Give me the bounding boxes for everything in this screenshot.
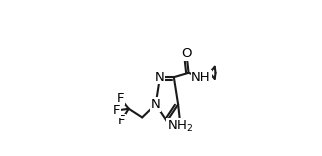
Text: N: N bbox=[151, 98, 161, 111]
Text: N: N bbox=[155, 71, 165, 84]
Text: NH: NH bbox=[191, 71, 211, 84]
Text: O: O bbox=[181, 47, 192, 60]
Text: F: F bbox=[113, 104, 121, 117]
Text: NH$_2$: NH$_2$ bbox=[167, 119, 194, 134]
Text: F: F bbox=[118, 114, 125, 127]
Text: F: F bbox=[117, 92, 124, 105]
